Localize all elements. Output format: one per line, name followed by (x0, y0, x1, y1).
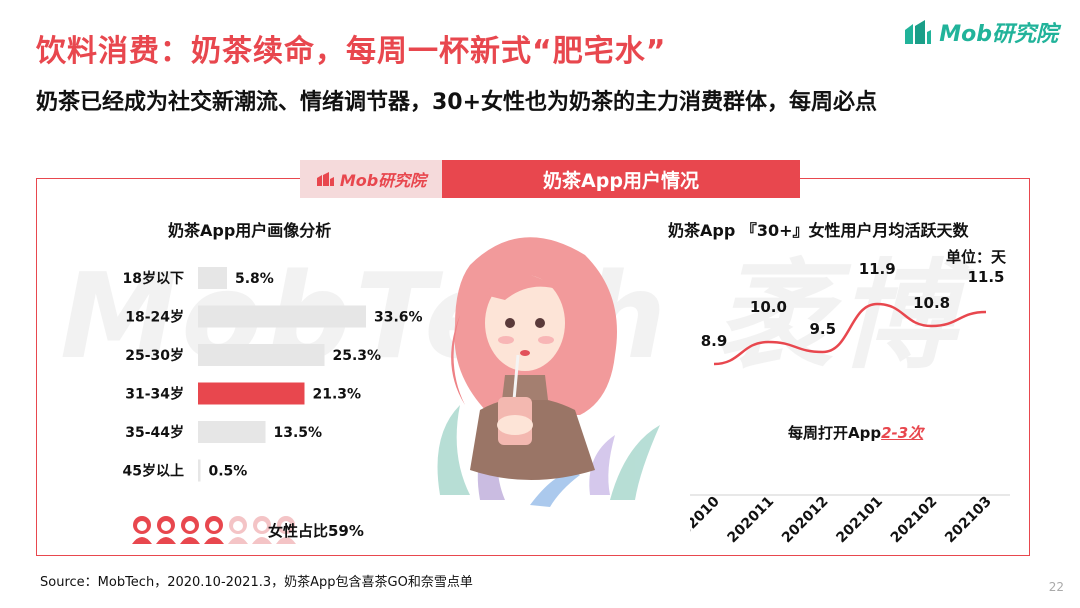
page-title: 饮料消费：奶茶续命，每周一杯新式“肥宅水” (36, 26, 666, 70)
line-value-label: 11.5 (967, 268, 1004, 286)
bar-category-label: 31-34岁 (125, 386, 184, 403)
female-person-icon (252, 516, 272, 544)
bar (198, 421, 266, 443)
gender-note: 女性占比59% (268, 521, 364, 540)
x-tick-label: 202012 (779, 494, 832, 547)
line-value-label: 10.0 (750, 298, 787, 316)
line-value-label: 10.8 (913, 294, 950, 312)
bar (198, 382, 305, 405)
x-tick-label: 202010 (690, 493, 723, 546)
bar (198, 344, 325, 366)
gender-row: 女性占比59% (128, 514, 364, 546)
bar-value-label: 21.3% (313, 387, 362, 403)
x-tick-label: 202102 (888, 494, 941, 547)
bar-value-label: 25.3% (333, 348, 382, 364)
line-value-label: 9.5 (810, 320, 837, 338)
logo-text: Mob研究院 (939, 22, 1058, 47)
female-person-icon (156, 516, 176, 544)
bar-chart: 18岁以下 5.8% 18-24岁 33.6% 25-30岁 25.3% 31-34岁 21.… (123, 267, 423, 482)
bar-value-label: 33.6% (374, 310, 423, 326)
female-person-icon (228, 516, 248, 544)
weekly-open-prefix: 每周打开App (788, 424, 882, 442)
bar-value-label: 5.8% (235, 271, 274, 287)
bar-chart-title: 奶茶App用户画像分析 (168, 221, 332, 240)
bar-category-label: 35-44岁 (125, 424, 184, 441)
bar-category-label: 18-24岁 (125, 309, 184, 326)
line-value-label: 11.9 (859, 262, 896, 278)
x-tick-label: 202101 (833, 494, 886, 547)
bar (198, 459, 201, 482)
page-subtitle: 奶茶已经成为社交新潮流、情绪调节器，30+女性也为奶茶的主力消费群体，每周必点 (36, 90, 878, 115)
bar-category-label: 45岁以上 (123, 463, 184, 480)
weekly-open-note: 每周打开App2-3次 (788, 422, 923, 443)
series-line (713, 302, 987, 366)
brand-logo: Mob研究院 (903, 14, 1058, 50)
girl-drinking-milk-tea-illustration (437, 237, 660, 507)
bar-value-label: 0.5% (209, 464, 248, 480)
page-title-red: 饮料消费：奶茶续命， (36, 34, 346, 69)
page-number: 22 (1048, 580, 1064, 594)
bar (198, 267, 227, 289)
female-person-icon (276, 516, 296, 544)
line-chart-unit: 单位：天 (946, 248, 1007, 266)
panel-tab-title: 奶茶App用户情况 (442, 160, 800, 198)
source-note: Source：MobTech，2020.10-2021.3，奶茶App包含喜茶G… (40, 575, 473, 590)
line-chart-title: 奶茶App 『30+』女性用户月均活跃天数 (668, 221, 969, 240)
tab-logo-text: Mob研究院 (339, 171, 427, 190)
line-chart: 8.9 10.0 9.5 11.9 10.8 11.5 202010 202011 202012… (690, 262, 1010, 547)
line-value-label: 8.9 (701, 332, 728, 350)
page-title-black: 每周一杯新式“肥宅水” (346, 34, 667, 69)
tab-logo-icon (316, 172, 334, 186)
panel-tab-logo: Mob研究院 (300, 160, 442, 198)
female-icons (132, 516, 296, 544)
bar-category-label: 25-30岁 (125, 347, 184, 364)
bar-value-label: 13.5% (274, 425, 323, 441)
bar-category-label: 18岁以下 (123, 270, 184, 287)
female-person-icon (132, 516, 152, 544)
logo-mark-icon (905, 20, 932, 44)
panel-tab: Mob研究院 奶茶App用户情况 (300, 160, 800, 198)
female-person-icon (180, 516, 200, 544)
bar (198, 305, 366, 328)
weekly-open-highlight: 2-3次 (881, 424, 924, 442)
x-tick-label: 202011 (725, 494, 778, 547)
female-person-icon (204, 516, 224, 544)
x-tick-label: 202103 (942, 494, 995, 547)
